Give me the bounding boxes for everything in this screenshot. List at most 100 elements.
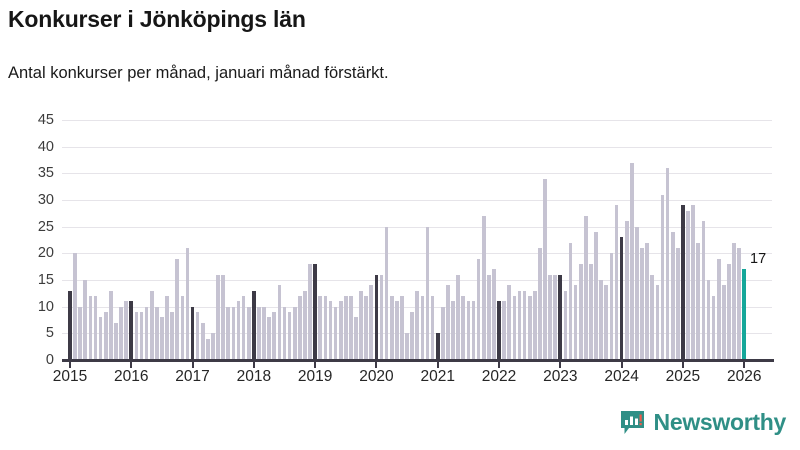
bar-january	[313, 264, 317, 360]
x-axis-tick	[314, 359, 317, 368]
y-axis-tick-label: 0	[45, 352, 54, 368]
bars-layer: 17	[62, 120, 772, 360]
x-axis-tick-label: 2023	[543, 368, 578, 385]
bar-january	[558, 274, 563, 360]
bar	[195, 312, 200, 360]
bar	[630, 162, 634, 360]
bar-january	[190, 306, 195, 360]
bar	[282, 306, 287, 360]
bar	[543, 178, 547, 360]
x-axis-tick-label: 2019	[297, 368, 333, 385]
bar	[584, 216, 588, 360]
bar	[349, 296, 353, 360]
bar	[287, 312, 292, 360]
x-axis-tick	[130, 359, 133, 368]
bar	[160, 317, 164, 360]
bar	[73, 253, 77, 360]
gridline	[62, 253, 772, 255]
bar	[553, 274, 558, 360]
gridline	[62, 226, 772, 228]
gridline	[62, 280, 772, 281]
bar	[691, 205, 695, 360]
y-axis-tick-label: 10	[37, 298, 54, 315]
newsworthy-logo[interactable]: Newsworthy	[619, 409, 786, 436]
y-axis-tick-label: 20	[37, 245, 54, 262]
bar	[609, 253, 614, 360]
bar	[635, 226, 639, 360]
bar	[134, 312, 139, 360]
bar	[395, 301, 399, 360]
bar	[512, 296, 517, 360]
bar	[732, 242, 736, 360]
y-axis-tick-label: 30	[37, 192, 54, 208]
bar	[532, 290, 537, 360]
x-axis-tick-label: 2024	[604, 368, 639, 385]
bar	[522, 290, 527, 360]
bar	[221, 274, 226, 360]
x-axis-tick	[681, 359, 684, 368]
bar	[98, 317, 103, 360]
x-axis-tick	[498, 359, 501, 368]
bar-january	[374, 274, 379, 360]
bar	[706, 280, 711, 360]
bar	[170, 312, 174, 360]
bar	[594, 232, 598, 360]
bar	[277, 285, 282, 360]
bar-january	[497, 301, 501, 360]
bar	[323, 296, 328, 360]
bar-january	[129, 301, 134, 360]
x-axis-tick-label: 2022	[481, 368, 517, 385]
bar	[338, 301, 343, 360]
bar	[578, 264, 583, 360]
bar	[236, 301, 241, 360]
x-axis-tick	[252, 359, 255, 368]
bar	[711, 296, 716, 360]
y-axis-tick-label: 25	[37, 218, 54, 235]
bar-january	[68, 290, 72, 360]
bar	[701, 221, 706, 360]
bar	[665, 168, 670, 360]
x-axis-tick-label: 2026	[726, 368, 762, 385]
x-axis-tick-label: 2025	[665, 368, 701, 385]
bar	[119, 306, 123, 360]
bar	[231, 306, 236, 360]
bar	[241, 296, 246, 360]
bar	[640, 248, 644, 360]
x-axis-tick	[375, 359, 378, 368]
bar	[149, 290, 154, 360]
bar	[660, 194, 665, 360]
bar	[83, 280, 88, 360]
bar	[481, 216, 486, 360]
bar	[257, 306, 261, 360]
gridline	[62, 200, 772, 201]
bar	[267, 317, 271, 360]
bar	[384, 226, 389, 360]
bar	[328, 301, 333, 360]
bar	[425, 226, 430, 360]
bar-january	[435, 333, 440, 360]
x-axis-tick	[743, 359, 746, 368]
y-axis-tick-label: 35	[37, 165, 54, 182]
bar	[354, 317, 358, 360]
bar	[185, 248, 190, 360]
bar	[405, 333, 409, 360]
bar	[379, 274, 384, 360]
bar	[476, 258, 481, 360]
bar	[318, 296, 323, 360]
bar	[180, 296, 185, 360]
y-axis-tick-label: 40	[37, 138, 54, 155]
x-axis-tick	[620, 359, 623, 368]
bar	[727, 264, 731, 360]
bar	[538, 248, 542, 360]
bar	[124, 301, 128, 360]
bar-january	[681, 205, 685, 360]
bar	[165, 296, 169, 360]
bar	[466, 301, 471, 360]
bar	[216, 274, 220, 360]
bar	[369, 285, 374, 360]
bar	[650, 274, 655, 360]
x-axis-tick	[559, 359, 562, 368]
bar	[211, 333, 215, 360]
x-axis-tick-label: 2015	[52, 368, 88, 385]
bar	[246, 306, 251, 360]
